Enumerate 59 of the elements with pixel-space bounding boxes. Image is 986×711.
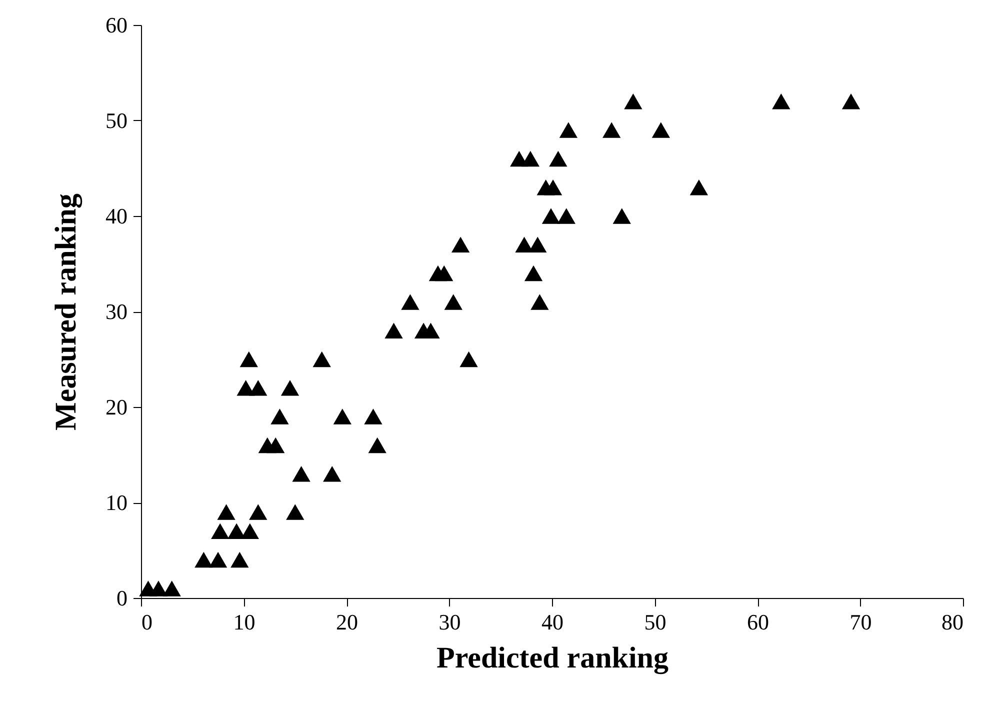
point [612, 208, 631, 224]
x-tick-label: 70 [850, 610, 872, 634]
y-tick-label: 30 [106, 299, 128, 324]
point [286, 504, 304, 520]
y-tick-label: 60 [106, 12, 128, 38]
point [333, 408, 352, 424]
point [460, 351, 478, 368]
point [194, 552, 213, 568]
point [624, 94, 642, 110]
point [549, 150, 568, 167]
point [292, 466, 310, 482]
point [524, 265, 543, 282]
y-tick-label: 0 [116, 586, 128, 610]
x-tick-label: 50 [644, 610, 666, 634]
x-axis-title: Predicted ranking [436, 642, 668, 674]
y-tick-label: 20 [106, 394, 128, 420]
x-tick-label: 10 [233, 610, 256, 634]
y-tick-label: 10 [106, 490, 128, 515]
point [384, 322, 403, 338]
point [521, 150, 540, 167]
point [208, 552, 228, 568]
x-tick-label: 20 [336, 610, 358, 634]
point [149, 580, 168, 596]
point [602, 122, 621, 138]
point [312, 351, 331, 368]
point [230, 552, 249, 568]
point [364, 408, 382, 424]
point [544, 179, 562, 196]
point [280, 380, 300, 396]
point [444, 294, 462, 310]
point [772, 94, 790, 110]
x-tick-label: 40 [542, 610, 564, 634]
point [542, 208, 560, 224]
point [451, 236, 470, 253]
point [211, 523, 230, 540]
point [240, 351, 258, 368]
point [217, 504, 236, 520]
y-tick-label: 50 [106, 108, 128, 133]
point [557, 208, 576, 224]
point [842, 94, 860, 110]
y-tick-label: 40 [106, 204, 128, 228]
point [690, 179, 708, 196]
point [368, 437, 386, 454]
point [401, 294, 420, 310]
point [435, 265, 454, 282]
point [559, 122, 578, 138]
point [249, 380, 268, 396]
point [162, 580, 181, 596]
point [249, 504, 268, 520]
x-tick-label: 60 [747, 610, 769, 634]
y-axis-title: Measured ranking [50, 194, 82, 430]
x-tick-label: 30 [438, 610, 461, 634]
point [323, 466, 342, 482]
point [530, 294, 549, 310]
point [270, 408, 289, 424]
x-tick-label: 0 [142, 610, 152, 634]
x-tick-label: 80 [942, 610, 964, 634]
point [652, 122, 670, 138]
point [266, 437, 285, 454]
